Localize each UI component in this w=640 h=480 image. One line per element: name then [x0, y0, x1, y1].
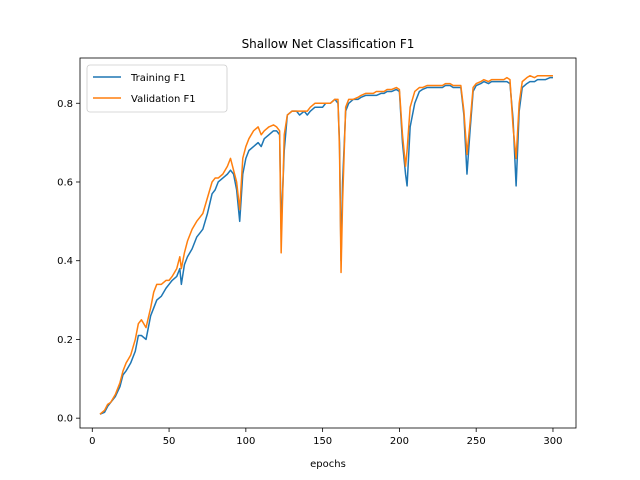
- x-tick-label: 100: [236, 436, 255, 447]
- series-layer: [99, 74, 553, 415]
- x-axis-label: epochs: [310, 459, 346, 470]
- x-tick-label: 50: [163, 436, 176, 447]
- chart-title: Shallow Net Classification F1: [242, 37, 415, 51]
- x-axis-ticks: 0 50 100 150 200 250 300: [89, 428, 563, 447]
- series-line-validation-f1: [99, 74, 553, 415]
- x-tick-label: 300: [543, 436, 562, 447]
- y-tick-label: 0.6: [57, 177, 73, 188]
- x-tick-label: 0: [89, 436, 95, 447]
- legend: Training F1 Validation F1: [86, 64, 228, 113]
- y-axis-ticks: 0.0 0.2 0.4 0.6 0.8: [57, 99, 80, 425]
- x-tick-label: 150: [313, 436, 332, 447]
- y-tick-label: 0.8: [57, 99, 73, 110]
- x-tick-label: 200: [390, 436, 409, 447]
- plot-area: [80, 58, 576, 428]
- x-tick-label: 250: [467, 436, 486, 447]
- plot-frame: [79, 57, 577, 429]
- y-tick-label: 0.4: [57, 256, 73, 267]
- legend-box: [86, 64, 228, 113]
- legend-label-validation: Validation F1: [131, 94, 196, 105]
- y-tick-label: 0.2: [57, 335, 73, 346]
- y-tick-label: 0.0: [57, 414, 73, 425]
- legend-label-training: Training F1: [130, 73, 186, 84]
